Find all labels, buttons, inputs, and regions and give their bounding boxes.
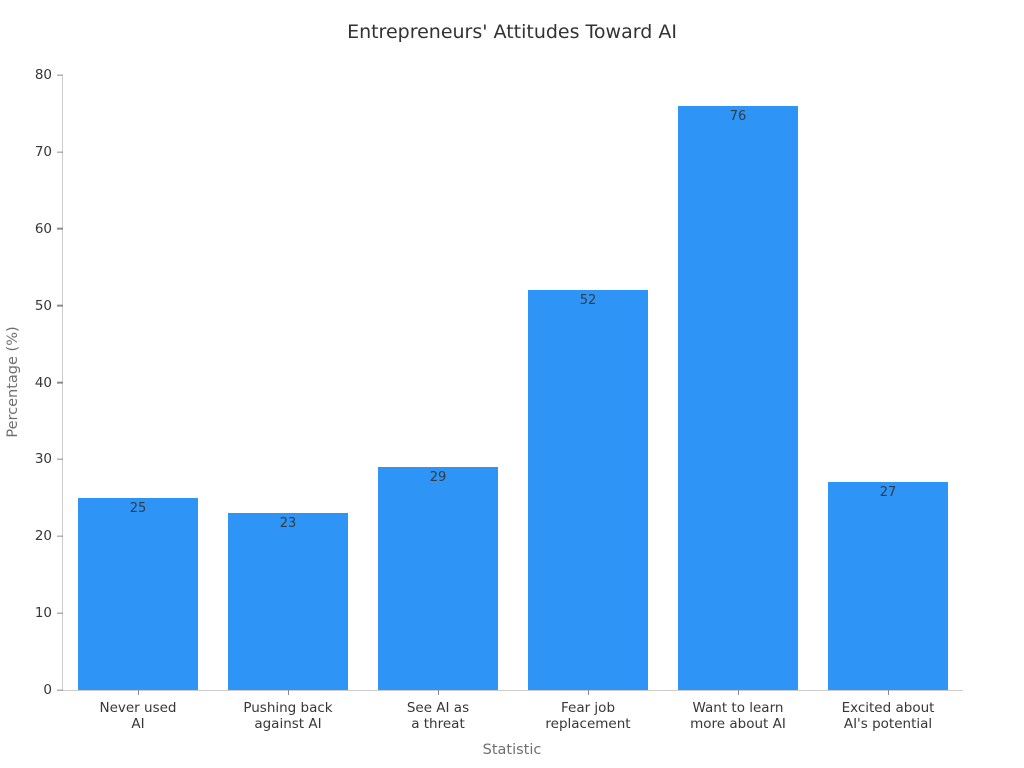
y-tick-mark bbox=[57, 381, 63, 384]
bar-value-label: 52 bbox=[579, 293, 597, 309]
x-tick-mark bbox=[737, 690, 740, 695]
x-tick-mark bbox=[587, 690, 590, 695]
y-tick-label: 40 bbox=[34, 374, 52, 391]
x-category-label: Fear job replacement bbox=[545, 700, 631, 732]
y-tick-mark bbox=[57, 689, 63, 691]
y-tick-label: 80 bbox=[34, 67, 52, 83]
x-tick-mark bbox=[137, 690, 140, 695]
x-category-label: See AI as a threat bbox=[406, 700, 470, 732]
y-tick-label: 60 bbox=[34, 220, 52, 237]
y-tick-label: 30 bbox=[34, 451, 52, 468]
bar-value-label: 27 bbox=[879, 485, 897, 501]
x-tick-mark bbox=[287, 690, 290, 695]
bar: 27 bbox=[827, 482, 948, 690]
y-tick-label: 50 bbox=[34, 297, 52, 314]
y-axis-title: Percentage (%) bbox=[5, 326, 21, 438]
bar-slot: 29 See AI as a threat bbox=[363, 75, 513, 732]
bar: 76 bbox=[677, 105, 798, 690]
chart-title: Entrepreneurs' Attitudes Toward AI bbox=[347, 21, 677, 43]
bar-slot: 23 Pushing back against AI bbox=[213, 75, 363, 732]
y-tick-label: 20 bbox=[34, 528, 52, 545]
bar: 29 bbox=[377, 467, 498, 690]
bar-value-label: 25 bbox=[129, 500, 147, 516]
bar-value-label: 76 bbox=[729, 108, 747, 124]
y-tick-label: 70 bbox=[34, 143, 52, 160]
y-tick-mark bbox=[57, 535, 63, 537]
y-tick-label: 0 bbox=[43, 682, 52, 698]
x-tick-mark bbox=[437, 690, 440, 695]
y-tick-mark bbox=[57, 151, 63, 153]
bar: 25 bbox=[77, 497, 198, 690]
x-category-label: Excited about AI's potential bbox=[841, 700, 935, 732]
bar-slot: 52 Fear job replacement bbox=[513, 75, 663, 732]
y-tick-mark bbox=[57, 304, 63, 307]
bar-value-label: 29 bbox=[429, 470, 447, 486]
x-category-label: Want to learn more about AI bbox=[690, 700, 786, 732]
x-axis-title: Statistic bbox=[482, 742, 542, 758]
x-category-label: Never used AI bbox=[99, 700, 177, 732]
bar-slot: 76 Want to learn more about AI bbox=[663, 75, 813, 732]
bar-slot: 25 Never used AI bbox=[63, 75, 213, 732]
x-category-label: Pushing back against AI bbox=[243, 700, 333, 732]
bar: 23 bbox=[227, 513, 348, 690]
bar-slot: 27 Excited about AI's potential bbox=[813, 75, 963, 732]
plot-area: 0 10 20 30 40 50 60 70 80 25 Never used AI 23 Pushin… bbox=[35, 67, 963, 732]
y-tick-mark bbox=[57, 612, 63, 614]
y-tick-mark bbox=[57, 228, 63, 230]
bar: 52 bbox=[527, 290, 648, 690]
bar-value-label: 23 bbox=[279, 516, 297, 532]
y-tick-mark bbox=[57, 458, 63, 461]
y-tick-label: 10 bbox=[34, 605, 52, 622]
y-tick-mark bbox=[57, 74, 63, 76]
x-tick-mark bbox=[887, 690, 890, 695]
